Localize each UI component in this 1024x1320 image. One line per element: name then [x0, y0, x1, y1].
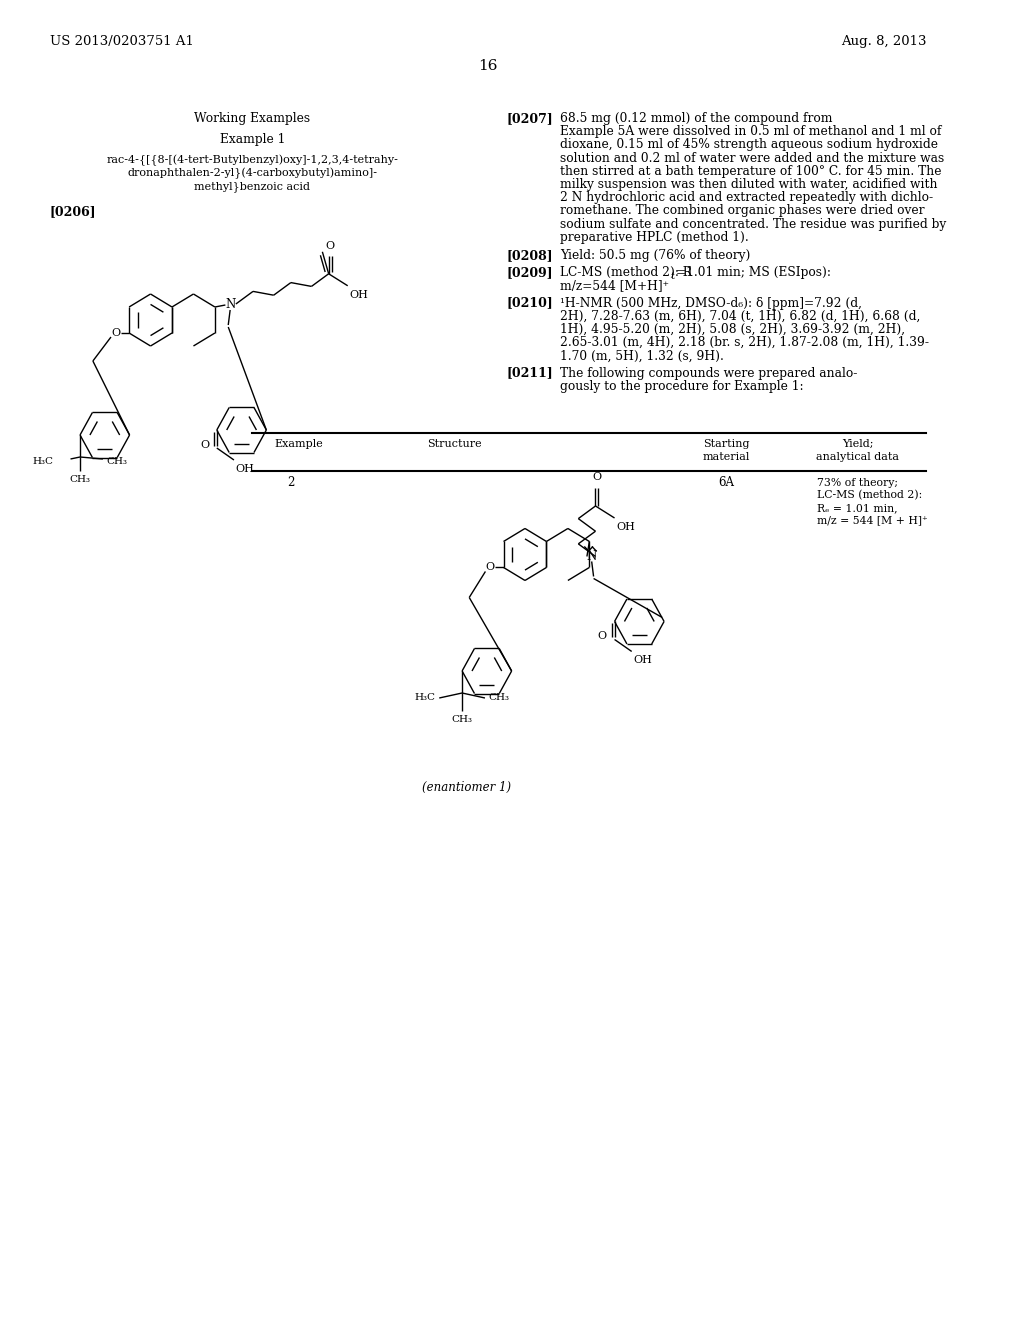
Text: Example: Example	[274, 440, 324, 449]
Text: milky suspension was then diluted with water, acidified with: milky suspension was then diluted with w…	[560, 178, 938, 191]
Text: preparative HPLC (method 1).: preparative HPLC (method 1).	[560, 231, 749, 244]
Text: (enantiomer 1): (enantiomer 1)	[422, 781, 511, 795]
Text: gously to the procedure for Example 1:: gously to the procedure for Example 1:	[560, 380, 804, 393]
Text: ¹H-NMR (500 MHz, DMSO-d₆): δ [ppm]=7.92 (d,: ¹H-NMR (500 MHz, DMSO-d₆): δ [ppm]=7.92 …	[560, 297, 862, 310]
Text: LC-MS (method 2): R: LC-MS (method 2): R	[560, 267, 692, 280]
Text: OH: OH	[236, 465, 255, 474]
Text: LC-MS (method 2):: LC-MS (method 2):	[817, 490, 923, 500]
Text: 1.70 (m, 5H), 1.32 (s, 9H).: 1.70 (m, 5H), 1.32 (s, 9H).	[560, 350, 724, 363]
Text: 2.65-3.01 (m, 4H), 2.18 (br. s, 2H), 1.87-2.08 (m, 1H), 1.39-: 2.65-3.01 (m, 4H), 2.18 (br. s, 2H), 1.8…	[560, 337, 929, 350]
Text: rac-4-{[{8-[(4-tert-Butylbenzyl)oxy]-1,2,3,4-tetrahy-: rac-4-{[{8-[(4-tert-Butylbenzyl)oxy]-1,2…	[106, 154, 398, 166]
Text: dronaphthalen-2-yl}(4-carboxybutyl)amino]-: dronaphthalen-2-yl}(4-carboxybutyl)amino…	[127, 168, 378, 178]
Text: O: O	[325, 240, 334, 251]
Text: Starting: Starting	[702, 440, 750, 449]
Text: CH₃: CH₃	[452, 715, 473, 723]
Text: solution and 0.2 ml of water were added and the mixture was: solution and 0.2 ml of water were added …	[560, 152, 944, 165]
Text: N: N	[225, 298, 236, 312]
Text: O: O	[200, 440, 209, 450]
Text: OH: OH	[616, 521, 635, 532]
Text: sodium sulfate and concentrated. The residue was purified by: sodium sulfate and concentrated. The res…	[560, 218, 946, 231]
Text: Yield;: Yield;	[842, 440, 873, 449]
Text: 73% of theory;: 73% of theory;	[817, 478, 898, 488]
Text: m/z = 544 [M + H]⁺: m/z = 544 [M + H]⁺	[817, 516, 928, 525]
Text: Yield: 50.5 mg (76% of theory): Yield: 50.5 mg (76% of theory)	[560, 249, 751, 261]
Text: H₃C: H₃C	[415, 693, 435, 702]
Text: t: t	[671, 272, 675, 281]
Text: dioxane, 0.15 ml of 45% strength aqueous sodium hydroxide: dioxane, 0.15 ml of 45% strength aqueous…	[560, 139, 938, 152]
Text: [0208]: [0208]	[507, 249, 554, 261]
Text: Example 5A were dissolved in 0.5 ml of methanol and 1 ml of: Example 5A were dissolved in 0.5 ml of m…	[560, 125, 942, 139]
Text: methyl}benzoic acid: methyl}benzoic acid	[195, 181, 310, 191]
Text: O: O	[485, 562, 495, 573]
Text: Aug. 8, 2013: Aug. 8, 2013	[841, 36, 926, 48]
Text: [0210]: [0210]	[507, 297, 554, 310]
Text: m/z=544 [M+H]⁺: m/z=544 [M+H]⁺	[560, 280, 670, 293]
Text: Working Examples: Working Examples	[195, 112, 310, 125]
Text: Example 1: Example 1	[220, 133, 285, 147]
Text: Structure: Structure	[427, 440, 481, 449]
Text: OH: OH	[634, 656, 652, 665]
Text: 1H), 4.95-5.20 (m, 2H), 5.08 (s, 2H), 3.69-3.92 (m, 2H),: 1H), 4.95-5.20 (m, 2H), 5.08 (s, 2H), 3.…	[560, 323, 905, 337]
Text: =1.01 min; MS (ESIpos):: =1.01 min; MS (ESIpos):	[677, 267, 831, 280]
Text: CH₃: CH₃	[106, 458, 128, 466]
Text: N: N	[587, 550, 597, 562]
Text: 68.5 mg (0.12 mmol) of the compound from: 68.5 mg (0.12 mmol) of the compound from	[560, 112, 833, 125]
Text: 2H), 7.28-7.63 (m, 6H), 7.04 (t, 1H), 6.82 (d, 1H), 6.68 (d,: 2H), 7.28-7.63 (m, 6H), 7.04 (t, 1H), 6.…	[560, 310, 921, 323]
Text: [0206]: [0206]	[49, 205, 96, 218]
Text: then stirred at a bath temperature of 100° C. for 45 min. The: then stirred at a bath temperature of 10…	[560, 165, 942, 178]
Text: material: material	[702, 451, 750, 462]
Text: O: O	[598, 631, 607, 642]
Text: CH₃: CH₃	[488, 693, 510, 702]
Text: O: O	[112, 327, 120, 338]
Text: H₃C: H₃C	[33, 458, 53, 466]
Text: [0209]: [0209]	[507, 267, 554, 280]
Text: [0211]: [0211]	[507, 367, 554, 380]
Text: Rₑ = 1.01 min,: Rₑ = 1.01 min,	[817, 503, 898, 513]
Text: analytical data: analytical data	[816, 451, 899, 462]
Text: 6A: 6A	[718, 477, 734, 488]
Text: O: O	[592, 473, 601, 482]
Text: OH: OH	[349, 290, 369, 300]
Text: 2 N hydrochloric acid and extracted repeatedly with dichlo-: 2 N hydrochloric acid and extracted repe…	[560, 191, 933, 205]
Text: The following compounds were prepared analo-: The following compounds were prepared an…	[560, 367, 858, 380]
Text: CH₃: CH₃	[70, 475, 90, 484]
Text: 2: 2	[287, 477, 294, 488]
Text: [0207]: [0207]	[507, 112, 554, 125]
Text: romethane. The combined organic phases were dried over: romethane. The combined organic phases w…	[560, 205, 925, 218]
Text: US 2013/0203751 A1: US 2013/0203751 A1	[49, 36, 194, 48]
Text: 16: 16	[478, 59, 498, 73]
